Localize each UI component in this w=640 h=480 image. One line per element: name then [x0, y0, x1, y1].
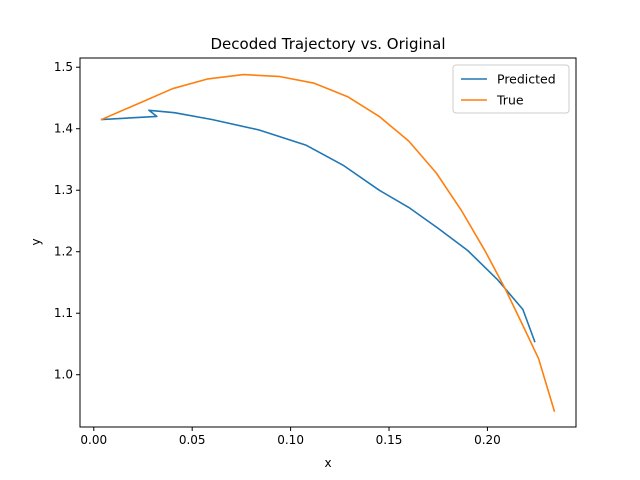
y-tick-label: 1.1: [54, 306, 73, 320]
x-tick-label: 0.15: [376, 433, 403, 447]
x-axis-label: x: [324, 456, 331, 470]
chart-title: Decoded Trajectory vs. Original: [211, 35, 446, 53]
y-tick-label: 1.5: [54, 60, 73, 74]
y-tick-label: 1.2: [54, 245, 73, 259]
series-layer: [100, 73, 556, 412]
legend-label-predicted: Predicted: [497, 72, 556, 87]
x-axis-ticks: 0.00 0.05 0.10 0.15 0.20: [80, 427, 501, 447]
x-tick-label: 0.10: [277, 433, 304, 447]
x-tick-label: 0.20: [474, 433, 501, 447]
series-line-true: [100, 73, 556, 412]
legend-label-true: True: [496, 93, 524, 108]
axes-frame: [79, 57, 577, 428]
legend: Predicted True: [452, 64, 570, 114]
y-axis-label: y: [29, 238, 43, 245]
y-axis-ticks: 1.0 1.1 1.2 1.3 1.4 1.5: [54, 60, 80, 382]
series-line-predicted: [100, 109, 536, 343]
x-tick-label: 0.00: [80, 433, 107, 447]
x-tick-label: 0.05: [179, 433, 206, 447]
y-tick-label: 1.0: [54, 368, 73, 382]
legend-box: [452, 64, 570, 114]
y-tick-label: 1.4: [54, 122, 73, 136]
y-tick-label: 1.3: [54, 183, 73, 197]
